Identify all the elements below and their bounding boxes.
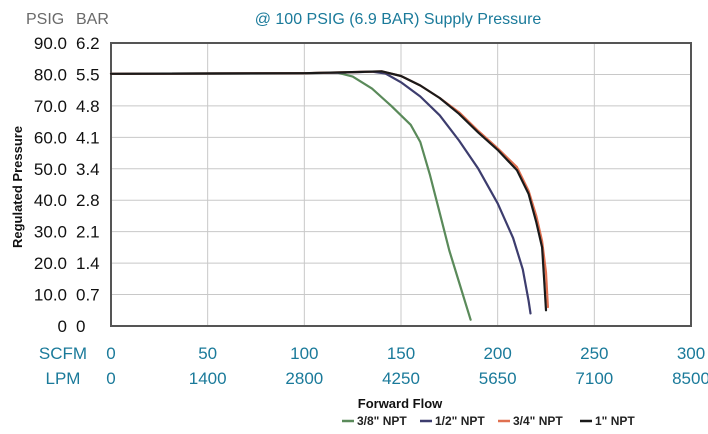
x-tick-label-scfm: 0: [106, 344, 115, 363]
x-tick-label-scfm: 100: [290, 344, 318, 363]
x-tick-label-scfm: 200: [483, 344, 511, 363]
y-tick-label-bar: 0: [76, 317, 85, 336]
y-tick-label-bar: 1.4: [76, 254, 100, 273]
x-tick-label-lpm: 4250: [382, 369, 420, 388]
x-tick-label-scfm: 50: [198, 344, 217, 363]
y-tick-label-psig: 50.0: [34, 160, 67, 179]
bar-unit-label: BAR: [76, 11, 109, 28]
y-tick-label-bar: 4.1: [76, 128, 100, 147]
plot-area-frame: [110, 42, 692, 327]
y-tick-label-psig: 90.0: [34, 34, 67, 53]
legend-label: 3/8" NPT: [357, 414, 407, 428]
y-tick-label-bar: 0.7: [76, 286, 100, 305]
y-tick-labels: 0 0 10.0 0.7 20.0 1.4 30.0 2.1 40.0 2.8 50.0 3.4 60.…: [34, 34, 100, 336]
x-tick-label-lpm: 1400: [189, 369, 227, 388]
series-lines: [109, 70, 549, 321]
series-line: [109, 70, 548, 312]
x-tick-label-lpm: 5650: [479, 369, 517, 388]
x-tick-labels: 0 0 50 1400 100 2800 150 4250 200 5650 250 7100 300 8…: [106, 344, 708, 388]
legend-label: 1" NPT: [595, 414, 635, 428]
y-tick-label-bar: 6.2: [76, 34, 100, 53]
grid: [111, 43, 691, 326]
y-tick-label-psig: 40.0: [34, 191, 67, 210]
y-axis-title: Regulated Pressure: [10, 126, 25, 248]
y-tick-label-psig: 30.0: [34, 223, 67, 242]
chart-title: @ 100 PSIG (6.9 BAR) Supply Pressure: [255, 11, 542, 28]
y-tick-label-bar: 2.1: [76, 223, 100, 242]
legend: 3/8" NPT 1/2" NPT 3/4" NPT 1" NPT: [342, 414, 635, 428]
psig-unit-label: PSIG: [26, 11, 64, 28]
y-tick-label-psig: 20.0: [34, 254, 67, 273]
y-tick-label-psig: 60.0: [34, 128, 67, 147]
legend-label: 3/4" NPT: [513, 414, 563, 428]
y-tick-label-bar: 5.5: [76, 65, 100, 84]
x-tick-label-scfm: 150: [387, 344, 415, 363]
x-tick-label-lpm: 8500: [672, 369, 708, 388]
legend-label: 1/2" NPT: [435, 414, 485, 428]
y-tick-label-bar: 4.8: [76, 97, 100, 116]
x-tick-label-lpm: 0: [106, 369, 115, 388]
x-tick-label-scfm: 250: [580, 344, 608, 363]
y-tick-label-psig: 70.0: [34, 97, 67, 116]
x-tick-label-lpm: 2800: [285, 369, 323, 388]
y-tick-label-psig: 10.0: [34, 286, 67, 305]
y-tick-label-bar: 3.4: [76, 160, 100, 179]
x-tick-label-lpm: 7100: [575, 369, 613, 388]
x-tick-label-scfm: 300: [677, 344, 705, 363]
x-axis-title: Forward Flow: [358, 396, 443, 411]
y-tick-label-psig: 80.0: [34, 65, 67, 84]
scfm-unit-label: SCFM: [39, 344, 87, 363]
series-line: [109, 70, 549, 309]
series-line: [109, 70, 532, 315]
series-line: [109, 71, 472, 321]
y-tick-label-psig: 0: [58, 317, 67, 336]
y-tick-label-bar: 2.8: [76, 191, 100, 210]
lpm-unit-label: LPM: [46, 369, 81, 388]
